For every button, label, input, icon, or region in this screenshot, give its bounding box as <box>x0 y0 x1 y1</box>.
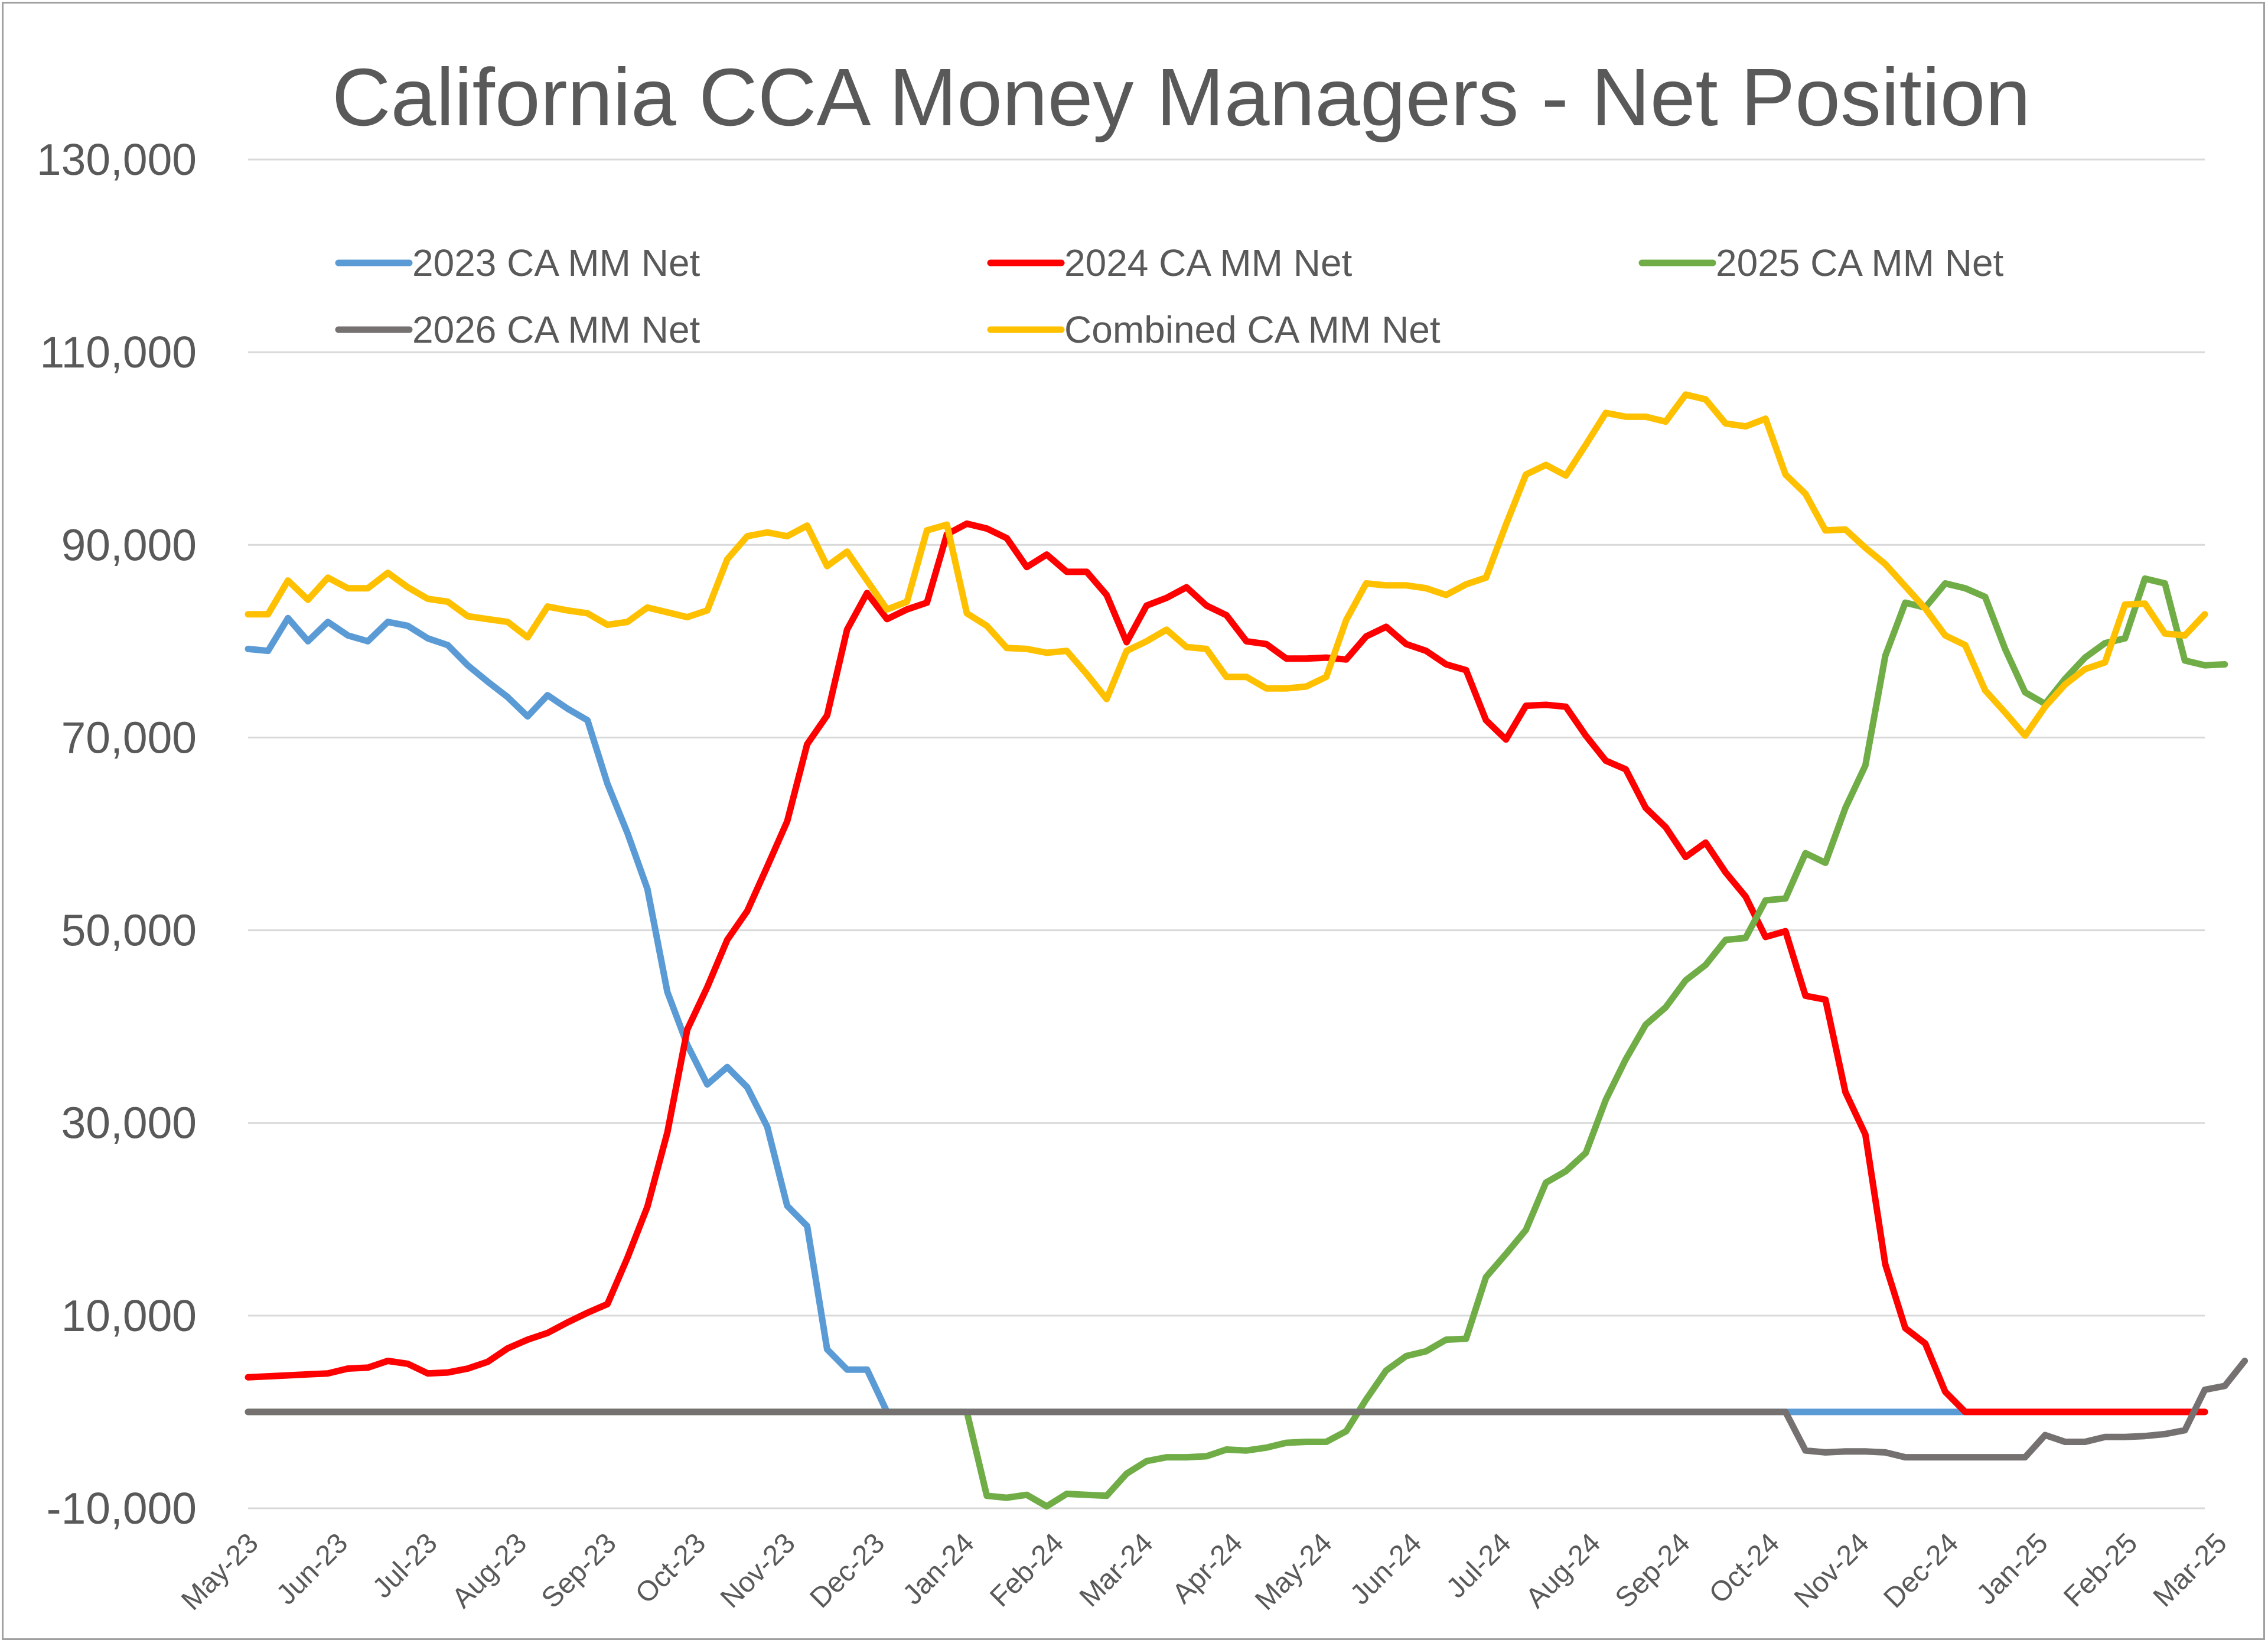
legend-item: Combined CA MM Net <box>987 308 1441 351</box>
x-tick-label: Oct-23 <box>630 1527 712 1609</box>
x-tick-label: Jan-25 <box>1971 1527 2054 1611</box>
y-tick-label: 30,000 <box>61 1098 197 1148</box>
x-tick-label: Apr-24 <box>1166 1527 1249 1609</box>
legend: 2023 CA MM Net 2024 CA MM Net 2025 CA MM N… <box>335 242 2004 351</box>
series-lines <box>245 391 2249 1510</box>
legend-item: 2023 CA MM Net <box>335 242 700 284</box>
y-tick-label: 50,000 <box>61 906 197 955</box>
legend-label: 2023 CA MM Net <box>412 242 700 284</box>
x-tick-label: Aug-24 <box>1520 1527 1606 1614</box>
chart-title: California CCA Money Managers - Net Posi… <box>332 52 2031 143</box>
series-line-2024-ca-mm-net <box>245 520 2208 1416</box>
x-tick-label: Dec-24 <box>1878 1527 1964 1614</box>
x-tick-label: Mar-25 <box>2148 1527 2233 1613</box>
series-line-combined-ca-mm-net <box>245 391 2208 739</box>
y-tick-label: 10,000 <box>61 1291 197 1341</box>
y-tick-label: 70,000 <box>61 712 197 762</box>
x-tick-label: Nov-24 <box>1788 1527 1875 1614</box>
x-tick-label: Feb-25 <box>2058 1527 2143 1613</box>
y-tick-label: 110,000 <box>40 327 197 377</box>
y-tick-label: -10,000 <box>47 1483 197 1533</box>
x-tick-label: May-24 <box>1249 1527 1338 1616</box>
x-tick-label: Oct-24 <box>1703 1527 1785 1609</box>
legend-label: 2026 CA MM Net <box>412 308 700 351</box>
x-tick-label: Jul-24 <box>1441 1527 1517 1604</box>
legend-label: 2025 CA MM Net <box>1716 242 2004 284</box>
x-tick-label: May-23 <box>175 1527 265 1616</box>
x-axis-tick-labels: May-23 Jun-23 Jul-23 Aug-23 Sep-23 Oct-23 Nov-… <box>175 1527 2233 1616</box>
gridlines <box>248 158 2205 1509</box>
x-tick-label: Feb-24 <box>984 1527 1070 1613</box>
y-axis-tick-labels: -10,000 10,000 30,000 50,000 70,000 90,000 110… <box>37 135 197 1533</box>
x-tick-label: Nov-23 <box>715 1527 801 1614</box>
legend-item: 2025 CA MM Net <box>1638 242 2004 284</box>
legend-label: 2024 CA MM Net <box>1064 242 1353 284</box>
x-tick-label: Mar-24 <box>1074 1527 1159 1613</box>
x-tick-label: Jun-24 <box>1344 1527 1428 1611</box>
x-tick-label: Jan-24 <box>897 1527 980 1611</box>
x-tick-label: Aug-23 <box>446 1527 533 1614</box>
series-line-2026-ca-mm-net <box>245 1358 2249 1461</box>
x-tick-label: Sep-23 <box>536 1527 623 1614</box>
x-tick-label: Jun-23 <box>271 1527 354 1611</box>
y-tick-label: 90,000 <box>61 520 197 570</box>
legend-item: 2024 CA MM Net <box>987 242 1353 284</box>
y-tick-label: 130,000 <box>37 135 197 184</box>
legend-item: 2026 CA MM Net <box>335 308 700 351</box>
x-tick-label: Jul-23 <box>367 1527 444 1604</box>
series-line-2025-ca-mm-net <box>245 575 2228 1510</box>
x-tick-label: Dec-23 <box>804 1527 891 1614</box>
x-tick-label: Sep-24 <box>1609 1527 1696 1614</box>
legend-label: Combined CA MM Net <box>1064 308 1441 351</box>
